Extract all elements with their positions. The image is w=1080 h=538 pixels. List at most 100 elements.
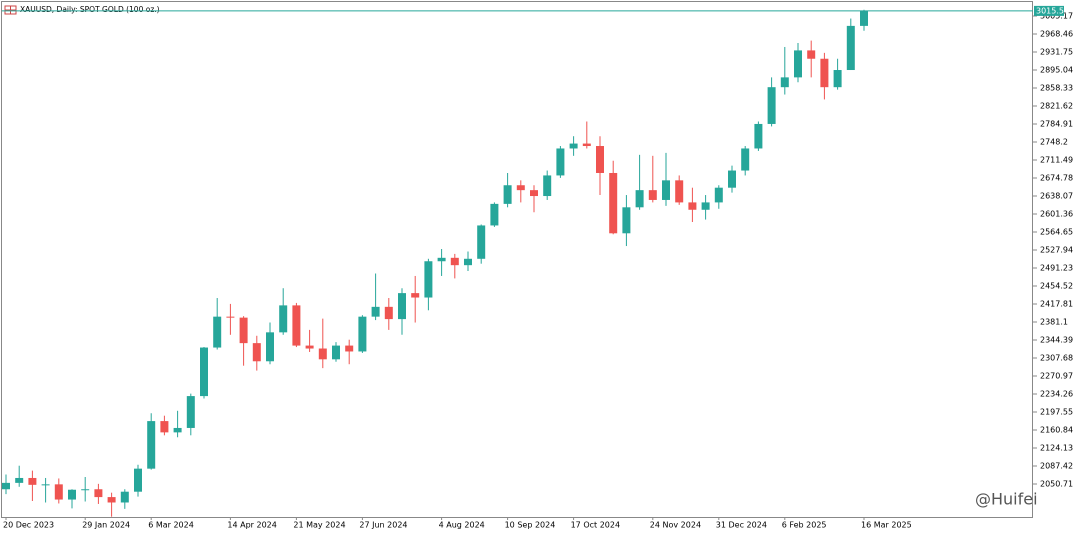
candle-body xyxy=(81,489,90,491)
candle-body xyxy=(846,25,855,71)
candle-body xyxy=(741,148,750,171)
candle-body xyxy=(107,497,116,503)
candle-body xyxy=(490,203,499,226)
candle-body xyxy=(635,190,644,208)
candle-body xyxy=(662,180,670,200)
y-tick-label: 2931.75 xyxy=(1040,47,1073,56)
candle-body xyxy=(305,345,314,349)
candle-body xyxy=(252,343,261,362)
candle-body xyxy=(543,175,552,197)
candle-body xyxy=(503,185,512,204)
candle-body xyxy=(266,332,274,362)
x-tick-label: 27 Jun 2024 xyxy=(359,521,407,530)
y-tick-label: 2454.52 xyxy=(1040,281,1073,290)
y-tick-label: 2895.04 xyxy=(1040,65,1073,74)
candle-body xyxy=(424,261,433,298)
candle-body xyxy=(648,190,657,200)
candle-body xyxy=(794,50,802,78)
candle-body xyxy=(54,484,63,500)
candle-body xyxy=(371,306,380,317)
candle-body xyxy=(464,258,472,266)
candle-body xyxy=(622,207,631,234)
y-tick-label: 2638.07 xyxy=(1040,191,1073,200)
candle-body xyxy=(318,348,327,360)
y-tick-label: 2124.13 xyxy=(1040,443,1073,452)
y-tick-label: 2674.78 xyxy=(1040,173,1073,182)
last-price-box xyxy=(1034,5,1064,16)
y-tick-label: 2307.68 xyxy=(1040,353,1073,362)
y-tick-label: 2234.26 xyxy=(1040,389,1073,398)
candle-body xyxy=(358,316,367,352)
y-tick-label: 2417.81 xyxy=(1040,299,1073,308)
x-tick-label: 6 Feb 2025 xyxy=(782,521,827,530)
candle-body xyxy=(68,489,76,500)
y-tick-label: 2748.2 xyxy=(1040,137,1068,146)
candle-body xyxy=(569,143,578,149)
candle-body xyxy=(147,421,156,469)
y-tick-label: 2270.97 xyxy=(1040,371,1073,380)
y-tick-label: 2087.42 xyxy=(1040,461,1073,470)
candle-body xyxy=(15,477,24,483)
candle-body xyxy=(860,10,868,26)
plot-frame xyxy=(1,1,1033,518)
x-tick-label: 31 Dec 2024 xyxy=(716,521,767,530)
y-tick-label: 2160.84 xyxy=(1040,425,1073,434)
y-tick-label: 2197.55 xyxy=(1040,407,1073,416)
x-tick-label: 14 Apr 2024 xyxy=(227,521,276,530)
y-tick-label: 2564.65 xyxy=(1040,227,1073,236)
candle-body xyxy=(675,180,684,203)
x-tick-label: 21 May 2024 xyxy=(293,521,345,530)
candle-body xyxy=(780,77,789,88)
candle-body xyxy=(450,257,459,266)
candle-body xyxy=(398,293,406,320)
candle-body xyxy=(200,347,208,397)
symbol-icon xyxy=(4,5,17,15)
candle-body xyxy=(411,293,420,298)
candle-body xyxy=(530,190,538,197)
x-tick-label: 6 Mar 2024 xyxy=(148,521,194,530)
candle-body xyxy=(226,316,235,318)
y-tick-label: 2601.36 xyxy=(1040,209,1073,218)
candle-body xyxy=(332,345,340,360)
candle-body xyxy=(688,202,697,210)
candle-body xyxy=(477,225,486,259)
candle-body xyxy=(41,484,50,486)
candle-body xyxy=(186,396,195,428)
candle-body xyxy=(134,468,142,492)
y-tick-label: 2858.33 xyxy=(1040,83,1073,92)
chart-title: XAUUSD, Daily: SPOT GOLD (100 oz.) xyxy=(20,5,160,14)
candle-body xyxy=(807,50,816,59)
candle-body xyxy=(728,170,736,188)
candle-body xyxy=(609,172,618,234)
y-tick-label: 3005.17 xyxy=(1040,11,1073,20)
candle-body xyxy=(437,257,446,262)
candle-body xyxy=(582,143,591,147)
y-tick-label: 2491.23 xyxy=(1040,263,1073,272)
x-tick-label: 29 Jan 2024 xyxy=(82,521,130,530)
candle-body xyxy=(767,87,776,124)
candle-body xyxy=(173,427,182,433)
x-tick-label: 10 Sep 2024 xyxy=(505,521,556,530)
candle-body xyxy=(28,477,37,485)
y-tick-label: 2050.71 xyxy=(1040,479,1073,488)
candle-body xyxy=(279,305,288,333)
candle-body xyxy=(2,482,10,490)
candle-body xyxy=(596,146,604,173)
candle-body xyxy=(292,305,301,346)
candle-body xyxy=(160,421,169,433)
y-tick-label: 2711.49 xyxy=(1040,155,1073,164)
y-tick-label: 2784.91 xyxy=(1040,119,1073,128)
candle-body xyxy=(833,70,842,88)
candle-body xyxy=(556,148,565,176)
x-tick-label: 4 Aug 2024 xyxy=(439,521,485,530)
candle-body xyxy=(714,187,723,203)
watermark: @Huifei xyxy=(975,490,1038,509)
y-tick-label: 2821.62 xyxy=(1040,101,1073,110)
y-tick-label: 2344.39 xyxy=(1040,335,1073,344)
candle-body xyxy=(754,123,763,149)
candle-body xyxy=(345,345,354,352)
candle-body xyxy=(516,185,525,191)
last-price-label: 3015.57 xyxy=(1036,6,1069,15)
x-tick-label: 20 Dec 2023 xyxy=(3,521,54,530)
y-tick-label: 2968.46 xyxy=(1040,29,1073,38)
